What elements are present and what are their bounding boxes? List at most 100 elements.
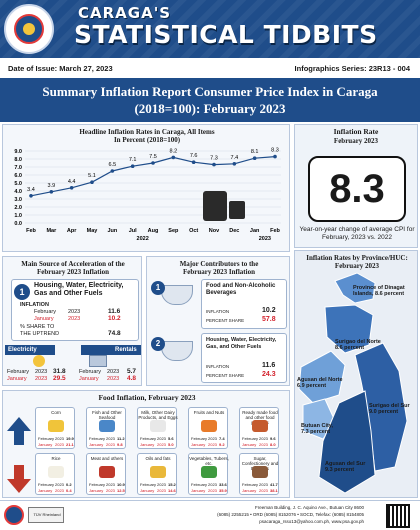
feb-value: 11.6 [108, 308, 121, 315]
footer: TÜV Rheinland Freeman Building, J. C. Aq… [0, 500, 420, 530]
map-label-butuan-l1: Butuan City, [301, 423, 333, 429]
food-feb-label: February [89, 436, 106, 441]
contributor-rank-2: 2 [151, 337, 165, 351]
map-title-line2: February 2023 [334, 262, 380, 270]
food-inflation-panel: Food Inflation, February 2023 Corn Februa… [2, 390, 290, 498]
headline-inflation-value: 8.3 [308, 156, 406, 222]
contributor-card-2: Housing, Water, Electricity, Gas, and Ot… [201, 333, 287, 383]
contributor-share-1: 57.8 [262, 316, 276, 323]
contributors-panel: Major Contributors to the February 2023 … [146, 256, 290, 386]
map-label-dinagat-l2: Islands, 8.6 percent [353, 291, 405, 297]
food-jan-label: January [242, 442, 257, 447]
share-label: % SHARE TO [20, 324, 55, 330]
main-source-title-line2: February 2023 Inflation [37, 268, 109, 276]
data-label: 8.2 [170, 148, 178, 154]
food-jan-year: 2023 [157, 488, 166, 493]
food-up-tile: Corn February 2023 19.9 January 2023 21.1 [35, 407, 75, 449]
x-tick-label: Feb [270, 228, 280, 234]
x-tick-label: Apr [67, 228, 77, 234]
food-feb-label: February [89, 482, 106, 487]
jan-year: 2023 [68, 316, 81, 322]
elec-jan-year: 2023 [35, 376, 48, 382]
main-source-title-line1: Main Source of Acceleration of the [21, 260, 125, 268]
food-feb-year: 2023 [259, 436, 268, 441]
x-tick-label: May [87, 228, 99, 234]
feb-label: February [34, 309, 57, 315]
contributor-name-1: Food and Non-Alcoholic Beverages [206, 283, 276, 296]
food-feb-value: 11.2 [117, 436, 125, 441]
food-jan-value: 5.0 [168, 442, 174, 447]
footer-address: Freeman Building, J. C. Aquino Ave., But… [255, 505, 364, 510]
data-point [29, 194, 33, 198]
up-arrow-icon [7, 417, 31, 445]
map-label-surigao-sur-l1: Surigao del Sur [369, 403, 410, 409]
food-name: Rice [51, 456, 61, 461]
data-point [69, 186, 74, 190]
contributor-name-2: Housing, Water, Electricity, Gas, and Ot… [206, 337, 277, 350]
food-jan-value: 9.2 [219, 442, 225, 447]
food-jan-label: January [38, 488, 53, 493]
food-icon [201, 420, 217, 432]
report-title-line2: (2018=100): February 2023 [134, 101, 286, 116]
series-number: Infographics Series: 23R13 - 004 [294, 64, 410, 73]
food-jan-value: 14.6 [168, 488, 176, 493]
data-label: 7.1 [129, 157, 137, 163]
food-name: Meat and others [90, 456, 124, 461]
basket-icon-2 [161, 341, 193, 361]
map-label-surigao-norte-l1: Surigao del Norte [335, 339, 381, 345]
food-feb-year: 2023 [259, 482, 268, 487]
food-jan-year: 2023 [55, 442, 64, 447]
food-feb-label: February [38, 482, 55, 487]
data-label: 5.1 [88, 173, 96, 179]
food-down-tile: Rice February 2023 0.2 January 2023 0.4 [35, 453, 75, 495]
food-icon [99, 466, 115, 478]
food-jan-label: January [242, 488, 257, 493]
data-point [130, 164, 135, 168]
food-name: Oils and fats [145, 456, 171, 461]
food-feb-year: 2023 [106, 436, 115, 441]
food-feb-label: February [191, 436, 208, 441]
data-point [49, 190, 54, 194]
rent-feb-year: 2023 [107, 369, 120, 375]
food-jan-year: 2023 [208, 488, 217, 493]
food-feb-label: February [191, 482, 208, 487]
food-up-tile: Ready made food and other food productsF… [239, 407, 279, 449]
footer-cert-icon [28, 507, 64, 523]
food-feb-year: 2023 [208, 436, 217, 441]
food-jan-label: January [89, 488, 104, 493]
food-inflation-title: Food Inflation, February 2023 [98, 393, 196, 402]
food-jan-label: January [140, 488, 155, 493]
footer-cert-label: TÜV Rheinland [33, 512, 61, 517]
contributor-infl-2: 11.6 [262, 362, 276, 369]
contributor-infl-label-2: INFLATION [206, 364, 230, 369]
food-icon [48, 466, 64, 478]
y-tick-label: 9.0 [14, 149, 22, 155]
food-name: Fish and Other Seafood [92, 410, 122, 420]
main-source-heading: Housing, Water, Electricity, Gas and Oth… [34, 282, 124, 297]
food-feb-label: February [140, 482, 157, 487]
food-up-tile: Fish and Other Seafood February 2023 11.2 Ja… [86, 407, 126, 449]
food-feb-label: February [38, 436, 55, 441]
jan-value: 10.2 [108, 315, 121, 322]
x-tick-label: Dec [229, 228, 239, 234]
data-label: 3.4 [27, 187, 35, 193]
rentals-label: Rentals [81, 345, 141, 355]
jan-label: January [34, 316, 54, 322]
food-feb-value: 10.9 [117, 482, 125, 487]
map-agusan-sur [318, 390, 376, 494]
data-point [171, 155, 176, 160]
header-subtitle: CARAGA'S [78, 4, 172, 22]
map-title-line1: Inflation Rates by Province/HUC: [306, 254, 408, 262]
chart-title-line1: Headline Inflation Rates in Caraga, All … [79, 128, 215, 136]
food-feb-value: 33.6 [219, 482, 227, 487]
food-feb-value: 19.9 [66, 436, 74, 441]
map-agusan-norte [298, 350, 346, 404]
psa-logo [4, 4, 54, 54]
data-label: 3.9 [48, 183, 56, 189]
electricity-label: Electricity [5, 345, 55, 355]
shopping-bag-icon [229, 201, 245, 219]
food-feb-year: 2023 [55, 482, 64, 487]
x-tick-label: Jul [129, 228, 137, 234]
y-tick-label: 1.0 [14, 213, 22, 219]
map-panel: Inflation Rates by Province/HUC: Februar… [294, 250, 418, 498]
